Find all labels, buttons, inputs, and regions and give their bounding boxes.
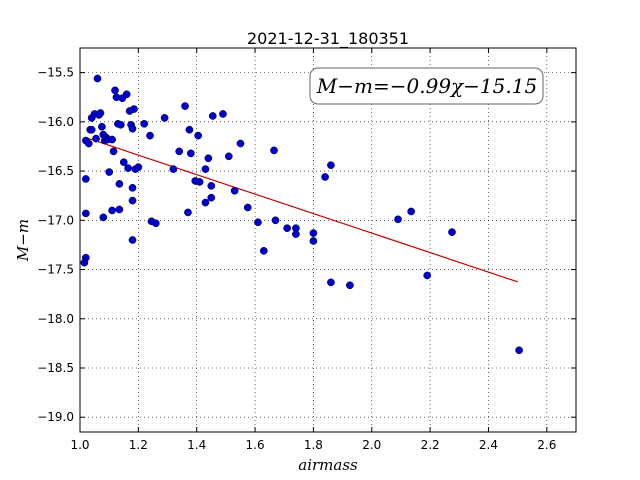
data-point <box>152 219 160 228</box>
data-point <box>111 86 119 95</box>
data-point <box>448 228 456 236</box>
x-tick-label: 1.8 <box>304 438 323 452</box>
x-tick-label: 1.4 <box>187 438 206 452</box>
y-tick-label: −16.5 <box>37 164 74 178</box>
y-axis-label: M−m <box>14 219 32 262</box>
y-tick-label: −16.0 <box>37 115 74 129</box>
data-point <box>259 246 268 255</box>
plot-area <box>79 47 577 433</box>
data-point <box>394 215 402 224</box>
y-tick-label: −19.0 <box>37 410 74 424</box>
fit-annotation-box: M−m=−0.99χ−15.15 <box>309 67 544 105</box>
data-point <box>270 146 278 155</box>
data-point <box>160 114 169 122</box>
data-point <box>201 198 210 207</box>
data-point <box>236 139 245 148</box>
data-point <box>423 271 432 280</box>
data-point <box>201 165 210 173</box>
data-point <box>175 147 184 156</box>
data-point <box>116 120 125 129</box>
data-point <box>187 149 195 158</box>
x-tick-label: 2.4 <box>479 438 498 452</box>
data-point <box>115 205 124 214</box>
data-point <box>122 90 131 99</box>
data-point <box>185 125 194 134</box>
data-point <box>224 152 233 161</box>
data-point <box>81 209 90 218</box>
axis-ticks: 1.0 1.2 1.4 1.6 1.8 2.0 2.2 2.4 2.6 −15.5 −16.0 −16… <box>37 48 576 452</box>
data-point <box>169 165 178 173</box>
data-point <box>96 109 105 117</box>
data-point <box>309 237 318 245</box>
data-point <box>81 175 90 183</box>
fit-line <box>85 137 518 283</box>
data-point <box>124 164 132 172</box>
data-point <box>346 281 354 290</box>
data-point <box>108 135 116 144</box>
data-point <box>204 154 213 163</box>
data-point <box>119 158 128 167</box>
x-axis-label: airmass <box>298 456 358 474</box>
data-point <box>134 163 143 171</box>
x-tick-label: 2.0 <box>362 438 381 452</box>
y-tick-label: −15.5 <box>37 66 74 80</box>
data-point <box>128 124 137 133</box>
data-point <box>128 196 137 205</box>
data-point <box>208 112 217 120</box>
data-point <box>207 193 216 202</box>
data-point <box>146 131 154 140</box>
chart-title: 2021-12-31_180351 <box>247 29 409 49</box>
data-point <box>108 206 116 215</box>
y-tick-label: −18.0 <box>37 312 74 326</box>
data-point <box>283 224 292 233</box>
fit-line-group <box>85 137 518 283</box>
data-point <box>105 168 114 176</box>
data-point <box>128 236 137 244</box>
data-point <box>140 119 149 128</box>
data-point <box>184 208 192 217</box>
data-point <box>327 161 335 170</box>
data-point <box>254 218 262 227</box>
data-point <box>87 125 96 134</box>
data-point <box>130 105 138 113</box>
data-point <box>195 178 204 186</box>
data-point <box>219 110 227 118</box>
data-point <box>115 180 124 188</box>
data-point <box>327 278 335 287</box>
data-point <box>309 229 318 237</box>
y-tick-label: −18.5 <box>37 361 74 375</box>
data-point <box>128 183 137 192</box>
data-point <box>271 216 280 225</box>
data-point <box>515 346 523 355</box>
data-point <box>98 122 106 131</box>
data-point <box>321 173 329 181</box>
data-point <box>92 134 100 143</box>
data-point <box>292 230 300 238</box>
x-tick-label: 1.0 <box>70 438 89 452</box>
data-point <box>207 181 216 190</box>
data-point <box>99 213 108 222</box>
data-points <box>80 74 523 355</box>
fit-equation-label: M−m=−0.99χ−15.15 <box>316 74 537 98</box>
y-tick-label: −17.5 <box>37 263 74 277</box>
x-tick-label: 2.2 <box>421 438 440 452</box>
data-point <box>194 131 203 140</box>
data-point <box>407 207 416 216</box>
data-point <box>243 203 252 212</box>
data-point <box>93 74 102 83</box>
x-tick-label: 1.2 <box>129 438 148 452</box>
y-tick-label: −17.0 <box>37 213 74 227</box>
x-tick-label: 1.6 <box>246 438 265 452</box>
data-point <box>80 258 89 267</box>
data-point <box>230 186 239 195</box>
x-tick-label: 2.6 <box>537 438 556 452</box>
data-point <box>181 102 189 110</box>
grid <box>79 48 576 432</box>
data-point <box>109 147 118 156</box>
data-point <box>84 139 93 148</box>
